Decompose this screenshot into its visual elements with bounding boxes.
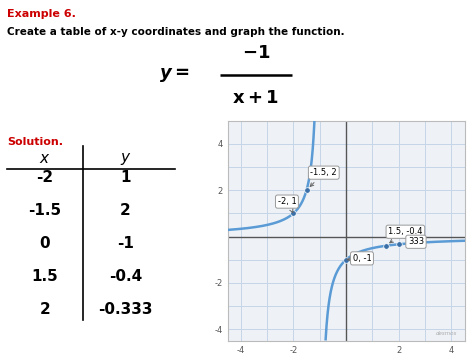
Text: 2: 2 [120, 203, 131, 218]
Text: Example 6.: Example 6. [7, 9, 76, 19]
Text: desmos: desmos [436, 332, 457, 337]
Text: Create a table of x-y coordinates and graph the function.: Create a table of x-y coordinates and gr… [7, 27, 345, 37]
Text: -0.333: -0.333 [99, 302, 153, 317]
Text: -2: -2 [36, 170, 54, 185]
Text: 1: 1 [120, 170, 131, 185]
Text: -2, 1: -2, 1 [278, 197, 296, 213]
Text: -0.4: -0.4 [109, 269, 142, 284]
Text: -1.5, 2: -1.5, 2 [310, 168, 337, 186]
Text: $\mathbf{-1}$: $\mathbf{-1}$ [242, 44, 270, 62]
Text: $\mathbf{x+1}$: $\mathbf{x+1}$ [232, 89, 280, 106]
Text: $\mathbf{\mathit{x}}$: $\mathbf{\mathit{x}}$ [39, 151, 51, 166]
Text: Solution.: Solution. [7, 137, 63, 147]
Text: 0: 0 [40, 236, 50, 251]
Text: $\mathbf{\mathit{y}}$: $\mathbf{\mathit{y}}$ [120, 151, 131, 167]
Text: 1.5, -0.4: 1.5, -0.4 [388, 227, 423, 243]
Text: 333: 333 [408, 237, 424, 246]
Text: 2: 2 [40, 302, 50, 317]
Text: -1.5: -1.5 [28, 203, 62, 218]
Text: -1: -1 [117, 236, 134, 251]
Text: $\bfit{y}=$: $\bfit{y}=$ [159, 66, 190, 83]
Text: 1.5: 1.5 [32, 269, 58, 284]
Text: 0, -1: 0, -1 [347, 254, 371, 263]
